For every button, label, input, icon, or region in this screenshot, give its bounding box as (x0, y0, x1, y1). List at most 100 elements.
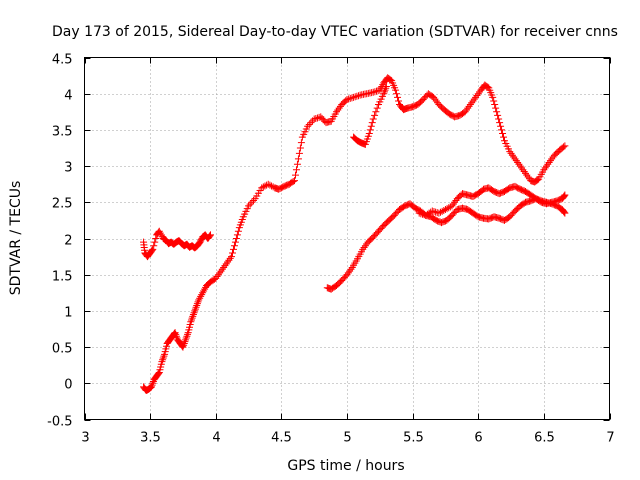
data-point (489, 93, 497, 101)
data-point-interp (180, 341, 188, 349)
data-point (430, 93, 438, 101)
data-point (258, 184, 266, 192)
data-point (207, 231, 214, 239)
data-point-interp (191, 307, 199, 315)
data-point-interp (148, 381, 156, 389)
data-point-interp (193, 300, 201, 308)
y-tick-label: 0 (64, 378, 72, 393)
y-tick-label: 0.5 (52, 342, 73, 357)
data-point-interp (546, 157, 554, 165)
data-point (189, 311, 197, 319)
data-point-interp (367, 122, 375, 130)
series-segment-1 (140, 227, 214, 261)
data-point-interp (394, 93, 402, 101)
data-point (343, 271, 351, 279)
data-point-interp (345, 95, 353, 103)
data-point-interp (430, 208, 438, 216)
data-point-interp (560, 192, 568, 200)
data-point-interp (188, 314, 196, 322)
data-point-interp (266, 181, 274, 189)
data-point (231, 238, 239, 246)
data-point (212, 274, 220, 282)
data-point-interp (382, 84, 390, 92)
data-point-interp (496, 119, 504, 127)
data-point (149, 245, 157, 253)
data-point-interp (159, 354, 167, 362)
data-point-interp (560, 208, 568, 216)
data-point-interp (172, 332, 180, 340)
data-point-interp (431, 95, 439, 103)
data-point (561, 191, 569, 199)
data-point (294, 155, 302, 163)
data-point (472, 93, 480, 101)
data-point-interp (514, 158, 522, 166)
x-tick-label: 6 (474, 431, 482, 446)
data-point-interp (187, 316, 195, 324)
data-point (228, 253, 235, 261)
data-point-interp (500, 133, 508, 141)
data-point-interp (180, 339, 188, 347)
data-point-interp (305, 120, 313, 128)
data-point (245, 202, 253, 210)
data-point (415, 209, 423, 217)
x-tick-label: 4.5 (271, 431, 292, 446)
data-point-interp (289, 177, 297, 185)
x-tick-label: 4 (212, 431, 220, 446)
data-point-interp (183, 332, 191, 340)
data-point-interp (417, 210, 425, 218)
data-point-interp (373, 104, 381, 112)
data-point-interp (372, 108, 380, 116)
data-point-interp (159, 356, 167, 364)
data-point-interp (156, 229, 164, 237)
grid-lines (84, 57, 610, 420)
y-tick-label: 2 (64, 234, 72, 249)
data-point-interp (200, 287, 208, 295)
data-point-interp (438, 207, 446, 215)
data-point-interp (216, 269, 224, 277)
data-point-interp (346, 94, 354, 102)
data-point-interp (246, 200, 254, 208)
data-point-interp (147, 247, 155, 255)
data-point (382, 82, 390, 90)
x-axis-ticks: 3 3.5 4 4.5 5 5.5 6 6.5 7 (81, 57, 615, 446)
data-point (291, 177, 298, 185)
data-point-interp (508, 151, 516, 159)
data-point (392, 86, 400, 94)
data-point (264, 180, 272, 188)
y-tick-label: 1.5 (52, 270, 73, 285)
data-point-interp (149, 379, 157, 387)
data-point (461, 108, 469, 116)
data-point-interp (353, 92, 361, 100)
data-point (369, 88, 377, 96)
data-point-interp (157, 231, 165, 239)
data-point-interp (213, 273, 221, 281)
data-point-interp (296, 144, 304, 152)
data-point-interp (295, 149, 303, 157)
data-point-interp (334, 106, 342, 114)
data-point-interp (361, 242, 369, 250)
data-point-interp (548, 155, 556, 163)
series-segment-2 (140, 74, 569, 395)
data-point (192, 303, 200, 311)
data-point-interp (560, 207, 568, 215)
data-point-interp (520, 168, 528, 176)
data-point-interp (249, 196, 257, 204)
data-point-interp (491, 101, 499, 109)
data-point-interp (519, 166, 527, 174)
data-point-interp (371, 88, 379, 96)
data-point-interp (182, 334, 190, 342)
data-point-interp (220, 263, 228, 271)
data-point (561, 142, 569, 150)
data-point-interp (443, 205, 451, 213)
x-tick-label: 5 (343, 431, 351, 446)
data-point-interp (492, 104, 500, 112)
data-point-interp (307, 119, 315, 127)
data-point-interp (194, 298, 202, 306)
series-segment-3 (350, 82, 390, 148)
data-point (304, 122, 312, 130)
y-tick-label: 1 (64, 306, 72, 321)
data-point-interp (196, 294, 204, 302)
data-point-interp (541, 164, 549, 172)
data-point-interp (368, 119, 376, 127)
data-point (441, 206, 449, 214)
